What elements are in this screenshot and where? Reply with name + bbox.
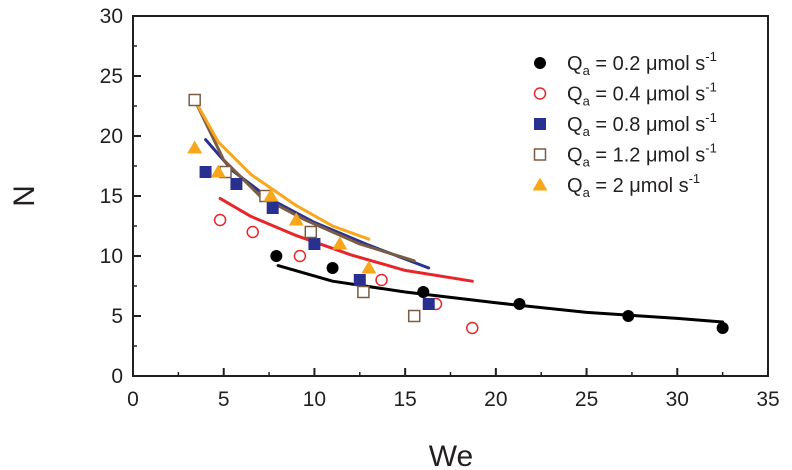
fit-line-series-1 [276,264,725,324]
data-point-series-2 [466,321,479,335]
data-points [187,93,729,335]
data-point-series-3 [308,238,321,250]
x-axis: 0 5 10 15 20 25 30 35 [127,368,780,411]
x-axis-title: We [429,440,473,470]
data-point-series-1 [513,298,526,310]
fit-line-series-5 [193,98,371,241]
x-tick-label: 25 [575,388,598,411]
y-tick-label: 25 [100,65,123,88]
legend-item-3: Qa = 0.8 μmol s-1 [534,110,717,139]
data-point-series-4 [188,93,201,107]
legend-marker [534,118,546,130]
x-tick-label: 0 [127,388,139,411]
data-point-series-3 [266,202,279,214]
data-point-series-5 [288,212,304,226]
data-point-series-5 [210,164,226,178]
data-point-series-4 [357,285,370,299]
data-point-series-3 [199,166,212,178]
y-tick-label: 0 [111,365,123,388]
data-point-series-5 [263,188,279,202]
legend-marker [534,57,546,69]
data-point-series-1 [716,322,729,334]
legend: Qa = 0.2 μmol s-1Qa = 0.4 μmol s-1Qa = 0… [532,49,717,200]
data-point-series-1 [326,262,339,274]
legend-marker [532,177,548,191]
data-point-series-3 [353,274,366,286]
fit-line-series-2 [218,196,474,283]
y-axis: 0 5 10 15 20 25 30 [100,5,141,388]
data-point-series-1 [417,286,430,298]
legend-item-4: Qa = 1.2 μmol s-1 [533,141,717,170]
x-tick-label: 5 [218,388,230,411]
data-point-series-1 [622,310,635,322]
data-point-series-1 [270,250,283,262]
data-point-series-3 [422,298,435,310]
y-tick-label: 5 [111,305,123,328]
y-tick-label: 30 [100,5,123,28]
x-tick-label: 20 [484,388,507,411]
legend-marker [533,87,547,100]
data-point-series-5 [361,260,377,274]
legend-item-1: Qa = 0.2 μmol s-1 [534,49,717,78]
data-point-series-5 [187,140,203,154]
fit-line-series-4 [193,98,416,263]
data-point-series-3 [230,178,243,190]
fit-lines [193,98,725,324]
y-axis-title: N [8,185,41,207]
legend-label: Qa = 0.4 μmol s-1 [567,80,717,109]
x-tick-label: 30 [666,388,689,411]
y-tick-label: 15 [100,185,123,208]
data-point-series-2 [213,213,227,227]
data-point-series-2 [293,249,307,263]
x-tick-label: 10 [303,388,326,411]
legend-label: Qa = 2 μmol s-1 [567,171,700,200]
y-tick-label: 10 [100,245,123,268]
legend-label: Qa = 1.2 μmol s-1 [567,141,717,170]
legend-item-5: Qa = 2 μmol s-1 [532,171,700,200]
data-point-series-2 [375,273,388,287]
y-tick-label: 20 [100,125,123,148]
x-tick-label: 15 [393,388,416,411]
legend-item-2: Qa = 0.4 μmol s-1 [533,80,717,109]
data-point-series-2 [246,225,259,239]
data-point-series-4 [407,309,421,323]
legend-label: Qa = 0.8 μmol s-1 [567,110,717,139]
legend-marker [533,148,547,161]
data-point-series-4 [304,225,318,239]
legend-label: Qa = 0.2 μmol s-1 [567,49,717,78]
x-tick-label: 35 [756,388,779,411]
data-point-series-5 [332,236,348,250]
